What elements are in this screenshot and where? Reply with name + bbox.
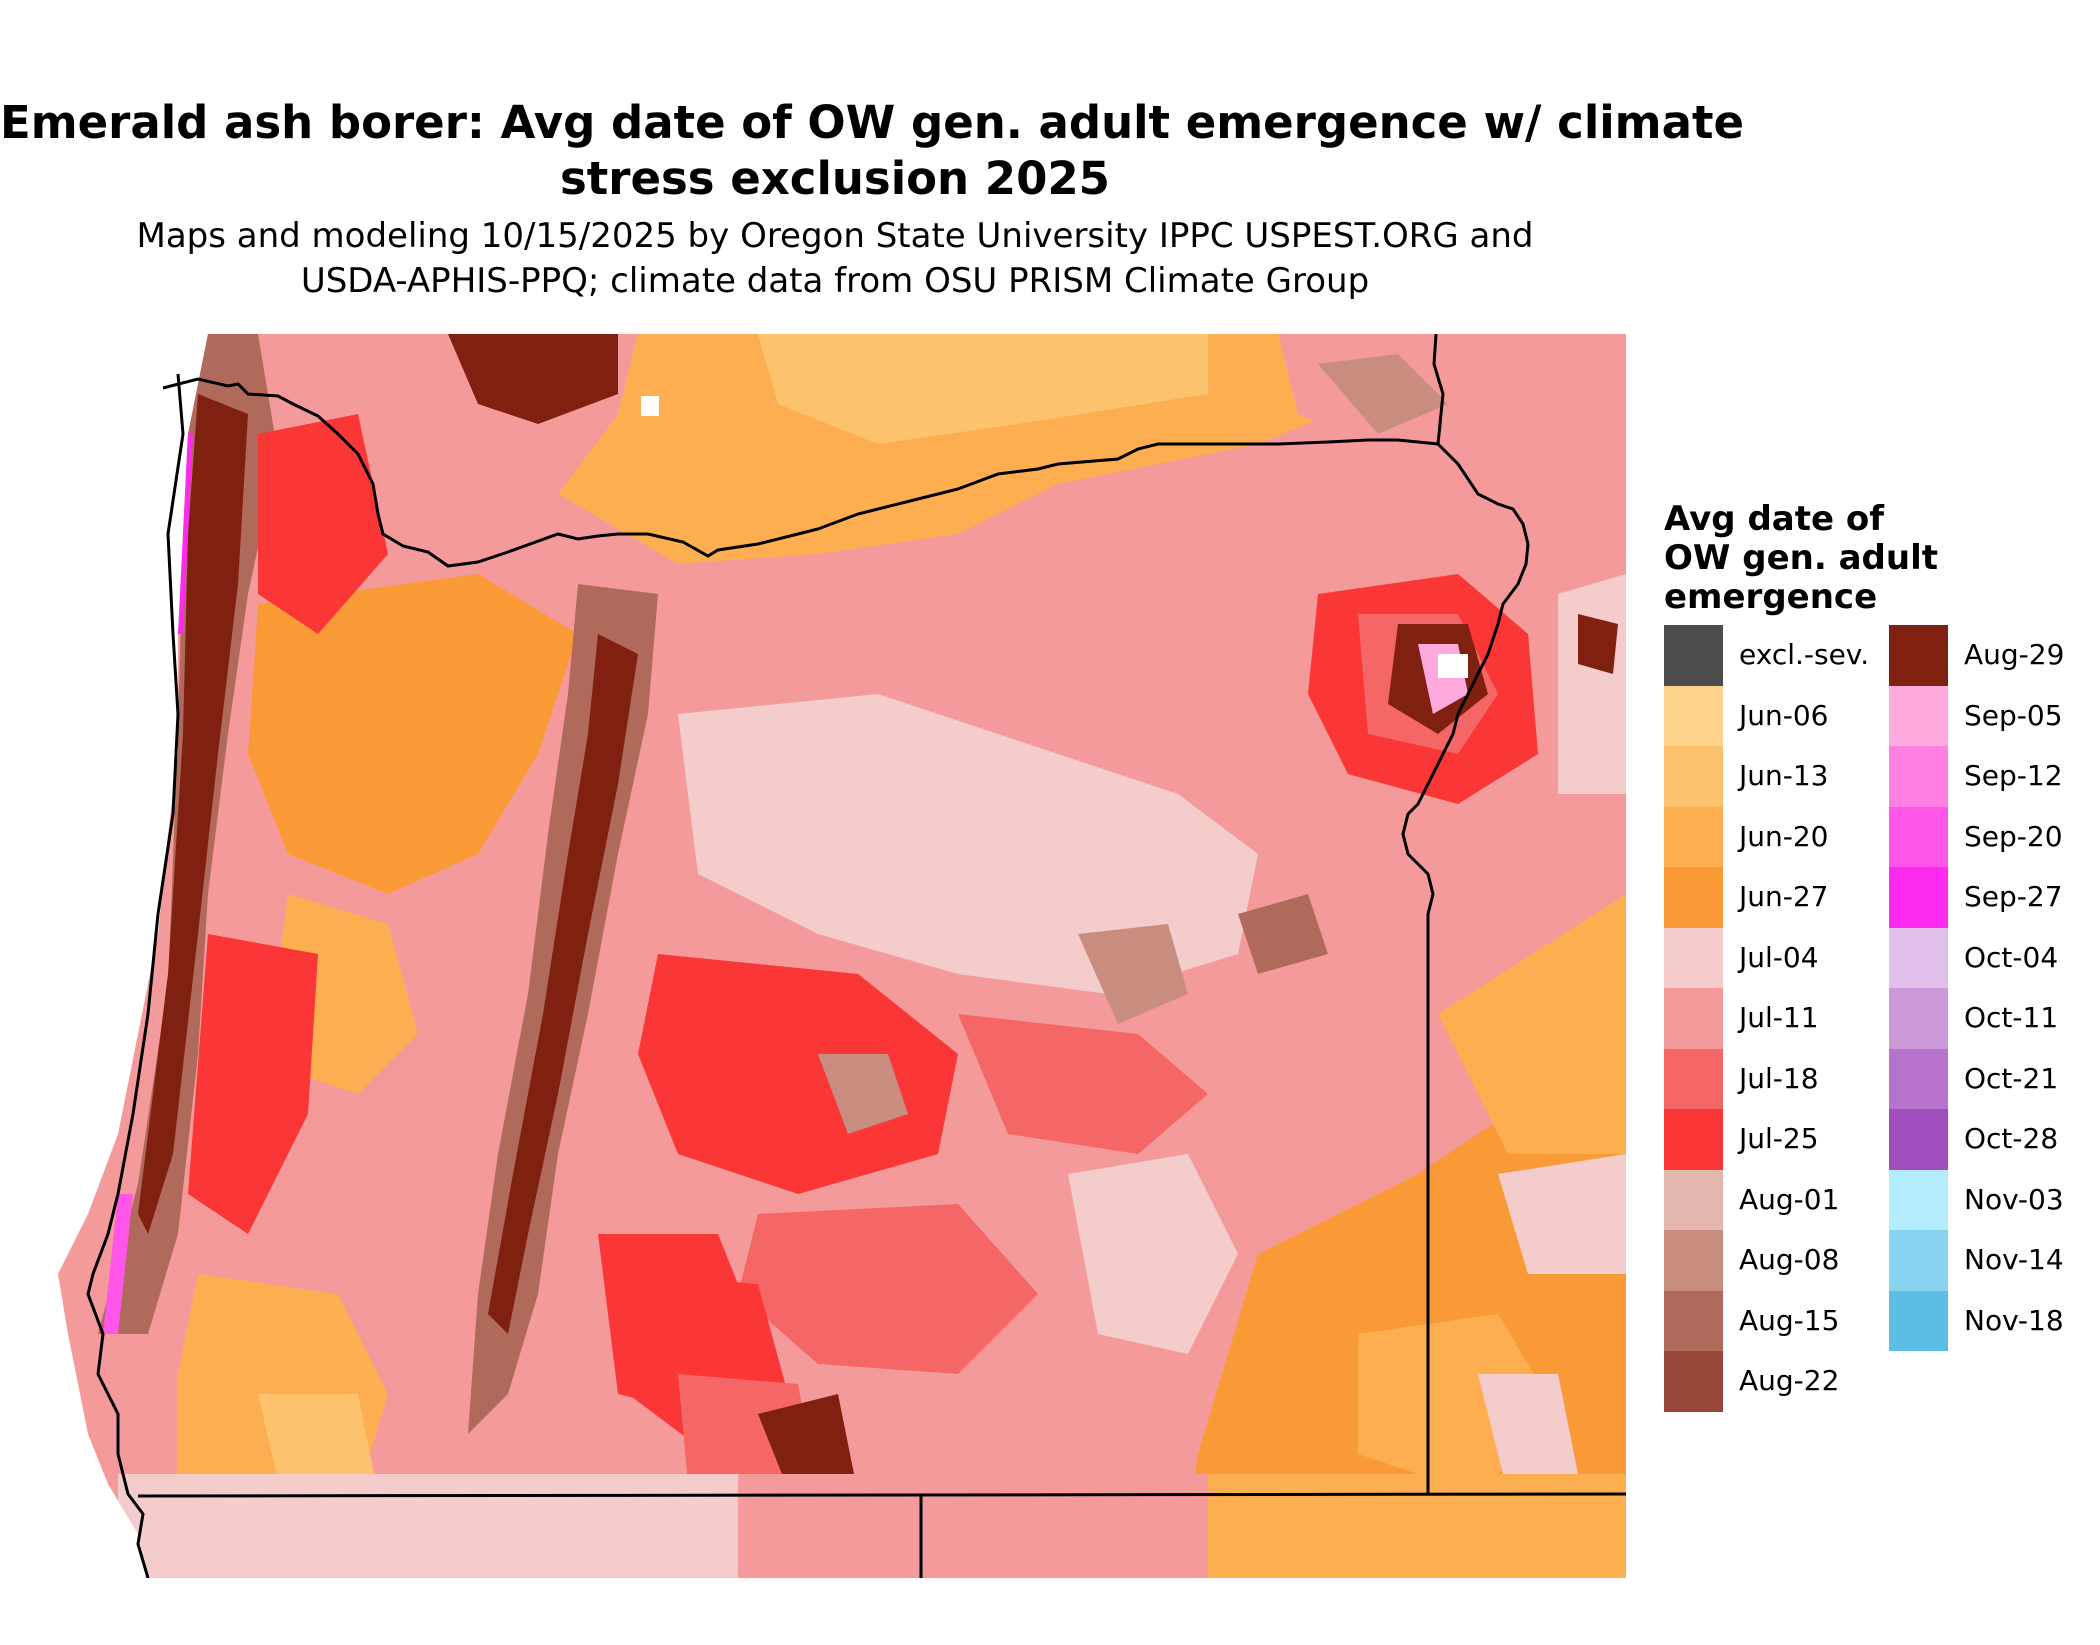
map-title-line2: stress exclusion 2025 [560,152,1110,205]
legend-label: Jul-25 [1739,1122,1819,1155]
legend-label: Jun-27 [1739,880,1829,913]
legend-label: Sep-12 [1964,759,2063,792]
legend-swatch [1889,1290,1948,1351]
legend-title: Avg date of OW gen. adult emergence [1664,500,1938,617]
map-title-line1: Emerald ash borer: Avg date of OW gen. a… [0,96,1744,149]
legend-swatch [1889,1169,1948,1230]
legend-label: Sep-05 [1964,698,2063,732]
legend-label: Aug-08 [1739,1243,1840,1276]
legend-swatch [1664,867,1723,928]
legend-label: Aug-29 [1964,638,2065,671]
legend-swatch [1889,927,1948,988]
legend-title-line1: Avg date of [1664,499,1885,539]
legend-label: Oct-04 [1964,940,2059,974]
legend-label: Sep-20 [1964,819,2063,853]
legend-label: Jun-13 [1739,759,1829,792]
legend-label: Oct-21 [1964,1061,2059,1095]
legend-swatch [1889,1109,1948,1170]
legend-label: Jul-18 [1739,1061,1819,1095]
map-subtitle-line2: USDA-APHIS-PPQ; climate data from OSU PR… [300,261,1370,301]
legend-label: Nov-03 [1964,1182,2064,1216]
legend-label: Jul-04 [1739,940,1819,974]
legend-title-line3: emergence [1664,577,1878,617]
legend-swatch [1664,806,1723,867]
legend-swatch [1664,1230,1723,1291]
legend-label: excl.-sev. [1739,638,1870,671]
legend-swatch [1664,1290,1723,1351]
legend-swatch [1889,806,1948,867]
legend-swatch [1664,1048,1723,1109]
legend-swatch [1889,988,1948,1049]
legend-swatch [1889,1048,1948,1109]
legend-swatch [1664,746,1723,807]
legend-label: Nov-18 [1964,1303,2064,1337]
legend-swatch [1889,625,1948,686]
emergence-map [58,334,1626,1578]
legend-swatch [1664,1109,1723,1170]
legend-label: Aug-15 [1739,1303,1840,1337]
legend-swatch [1664,927,1723,988]
legend-swatch [1889,685,1948,746]
legend-label: Jun-06 [1739,698,1829,732]
legend-label: Jul-11 [1739,1001,1819,1034]
legend-swatch [1664,988,1723,1049]
legend-label: Jun-20 [1739,819,1829,853]
legend-swatch [1889,1230,1948,1291]
state-boundaries [86,334,1626,1578]
legend-label: Oct-28 [1964,1122,2059,1155]
legend-label: Aug-22 [1739,1364,1840,1397]
map-subtitle-line1: Maps and modeling 10/15/2025 by Oregon S… [136,216,1534,256]
legend-swatch [1889,867,1948,928]
legend-swatch [1664,1351,1723,1412]
legend-title-line2: OW gen. adult [1664,538,1938,578]
legend-label: Sep-27 [1964,880,2063,913]
legend-swatch [1664,625,1723,686]
legend-label: Aug-01 [1739,1182,1840,1216]
legend-label: Nov-14 [1964,1243,2064,1276]
legend-swatch [1664,1169,1723,1230]
legend-label: Oct-11 [1964,1001,2059,1034]
legend-swatch [1889,746,1948,807]
legend-swatch [1664,685,1723,746]
